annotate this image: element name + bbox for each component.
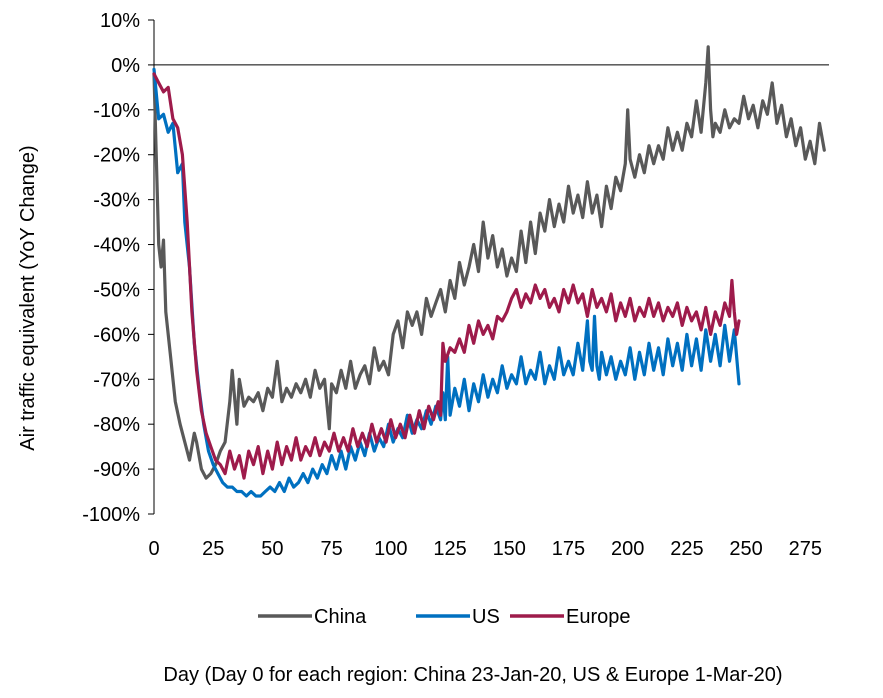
y-axis: 10% 0% -10% -20% -30% -40% -50% -60% -70% -80% -90… bbox=[82, 10, 154, 526]
x-tick-label: 150 bbox=[493, 538, 526, 560]
y-tick-label: -20% bbox=[93, 145, 140, 167]
legend: China US Europe bbox=[258, 606, 631, 628]
y-tick-label: -40% bbox=[93, 235, 140, 257]
x-tick-label: 225 bbox=[670, 538, 703, 560]
y-tick-label: -70% bbox=[93, 369, 140, 391]
x-tick-label: 125 bbox=[433, 538, 466, 560]
y-tick-label: -60% bbox=[93, 324, 140, 346]
x-tick-label: 175 bbox=[552, 538, 585, 560]
x-axis: 0 25 50 75 100 125 150 175 200 225 250 275 bbox=[148, 538, 822, 560]
legend-label-china: China bbox=[314, 606, 367, 628]
x-tick-label: 275 bbox=[789, 538, 822, 560]
series-lines bbox=[154, 47, 824, 496]
legend-label-us: US bbox=[472, 606, 500, 628]
x-tick-label: 50 bbox=[261, 538, 283, 560]
y-axis-label: Air traffic equivalent (YoY Change) bbox=[17, 145, 39, 450]
y-tick-label: 0% bbox=[111, 55, 140, 77]
x-tick-label: 75 bbox=[321, 538, 343, 560]
x-tick-label: 25 bbox=[202, 538, 224, 560]
y-tick-label: -80% bbox=[93, 414, 140, 436]
x-tick-label: 250 bbox=[729, 538, 762, 560]
y-tick-label: -50% bbox=[93, 279, 140, 301]
legend-label-europe: Europe bbox=[566, 606, 631, 628]
x-tick-label: 200 bbox=[611, 538, 644, 560]
y-tick-label: -30% bbox=[93, 190, 140, 212]
x-axis-label: Day (Day 0 for each region: China 23-Jan… bbox=[163, 664, 782, 686]
y-tick-label: 10% bbox=[100, 10, 140, 32]
series-line-china bbox=[154, 47, 824, 478]
series-line-us bbox=[154, 69, 739, 496]
x-tick-label: 0 bbox=[148, 538, 159, 560]
y-tick-label: -10% bbox=[93, 100, 140, 122]
y-tick-label: -100% bbox=[82, 504, 140, 526]
x-tick-label: 100 bbox=[374, 538, 407, 560]
y-tick-label: -90% bbox=[93, 459, 140, 481]
